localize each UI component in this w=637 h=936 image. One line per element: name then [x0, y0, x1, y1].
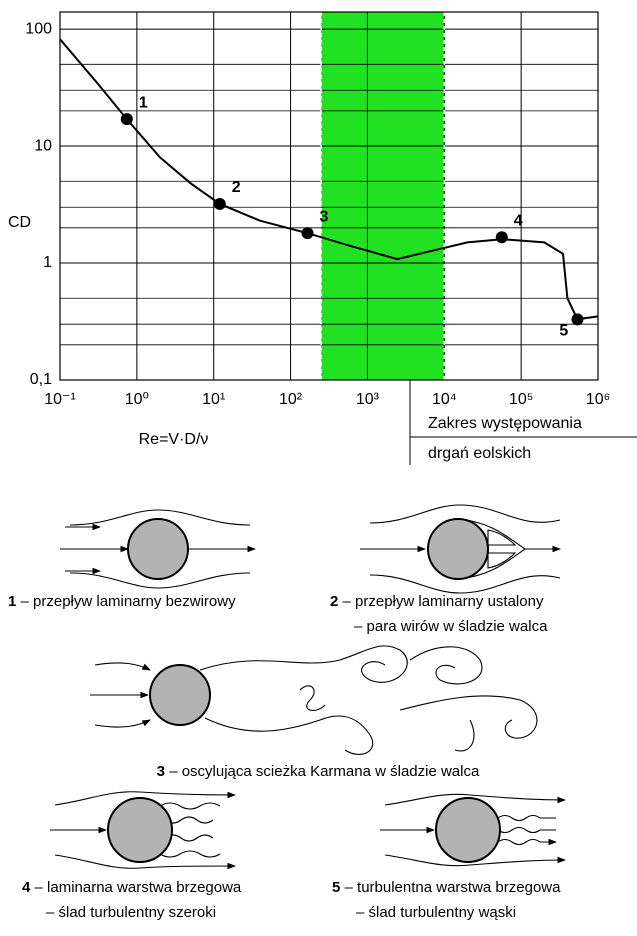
cylinder — [128, 519, 188, 579]
turbulent-wake — [498, 816, 540, 845]
flow-diagrams — [50, 505, 565, 868]
diagram-4 — [50, 792, 235, 869]
x-tick-label: 10⁴ — [432, 391, 457, 408]
caption-text: – turbulentna warstwa brzegowa — [345, 879, 562, 896]
cylinder — [150, 665, 210, 725]
vortex-street — [455, 720, 474, 751]
x-tick-label: 10⁶ — [586, 391, 610, 408]
streamline — [95, 663, 150, 670]
annotation: Zakres występowania — [428, 415, 582, 432]
caption: 3 – oscylująca scieżka Karmana w śladzie… — [157, 763, 480, 780]
y-tick-label: 10 — [34, 137, 52, 154]
vortex-street — [400, 696, 537, 738]
regime-label: 3 — [319, 208, 328, 225]
diagram-5 — [380, 794, 565, 865]
diagram-3 — [90, 646, 537, 755]
caption: – ślad turbulentny wąski — [356, 904, 516, 921]
caption: 1 – przepływ laminarny bezwirowy — [8, 593, 236, 610]
caption-number: 3 — [157, 763, 165, 780]
caption: 2 – przepływ laminarny ustalony — [330, 593, 544, 610]
caption-number: 2 — [330, 593, 338, 610]
caption: 4 – laminarna warstwa brzegowa — [22, 879, 242, 896]
y-axis-label: CD — [8, 214, 31, 231]
arrow — [540, 818, 556, 842]
caption-number: 1 — [8, 593, 16, 610]
caption-number: 4 — [22, 879, 31, 896]
x-tick-label: 10⁻¹ — [44, 391, 76, 408]
caption-text: – przepływ laminarny ustalony — [343, 593, 544, 610]
y-tick-label: 1 — [43, 254, 52, 271]
x-tick-label: 10² — [279, 391, 303, 408]
page: 0,1 1 10 100 10⁻¹ 10⁰ 10¹ 10² 10³ 10⁴ 10⁵ 10⁶ CD Re=V… — [0, 0, 637, 936]
caption-text: – oscylująca scieżka Karmana w śladzie w… — [169, 763, 480, 780]
regime-point — [571, 313, 583, 325]
y-tick-label: 100 — [25, 20, 52, 37]
diagram-1 — [60, 510, 255, 588]
streamline — [95, 720, 150, 727]
caption-text: – laminarna warstwa brzegowa — [35, 879, 242, 896]
caption-text: – przepływ laminarny bezwirowy — [21, 593, 237, 610]
captions: 1 – przepływ laminarny bezwirowy 2 – prze… — [8, 593, 561, 921]
caption-text: – ślad turbulentny szeroki — [46, 904, 216, 921]
regime-label: 1 — [139, 94, 148, 111]
resonance-band — [321, 12, 444, 380]
regime-point — [121, 113, 133, 125]
regime-point — [496, 231, 508, 243]
vortex-street — [205, 716, 373, 754]
chart: 0,1 1 10 100 10⁻¹ 10⁰ 10¹ 10² 10³ 10⁴ 10⁵ 10⁶ CD Re=V… — [8, 12, 637, 465]
x-tick-label: 10¹ — [202, 391, 225, 408]
cylinder — [436, 798, 500, 862]
x-axis-label: Re=V·D/ν — [139, 431, 209, 448]
caption: – ślad turbulentny szeroki — [46, 904, 216, 921]
vortex — [488, 553, 515, 568]
annotation: drgań eolskich — [428, 445, 531, 462]
cylinder — [428, 519, 488, 579]
caption: 5 – turbulentna warstwa brzegowa — [332, 879, 561, 896]
caption-text: – ślad turbulentny wąski — [356, 904, 516, 921]
regime-label: 5 — [559, 323, 568, 340]
y-tick-label: 0,1 — [30, 371, 52, 388]
regime-label: 2 — [232, 179, 241, 196]
regime-label: 4 — [514, 213, 523, 230]
regime-point — [214, 198, 226, 210]
x-tick-label: 10⁵ — [509, 391, 533, 408]
diagram-2 — [360, 505, 560, 593]
caption-number: 5 — [332, 879, 340, 896]
x-tick-label: 10⁰ — [125, 391, 149, 408]
vortex — [488, 530, 515, 545]
caption: – para wirów w śladzie walca — [354, 618, 548, 635]
caption-text: – para wirów w śladzie walca — [354, 618, 548, 635]
cylinder — [108, 798, 172, 862]
vortex-street — [300, 686, 325, 711]
x-tick-label: 10³ — [356, 391, 380, 408]
vortex-street — [410, 647, 482, 684]
regime-point — [301, 227, 313, 239]
vortex-street — [200, 646, 407, 682]
